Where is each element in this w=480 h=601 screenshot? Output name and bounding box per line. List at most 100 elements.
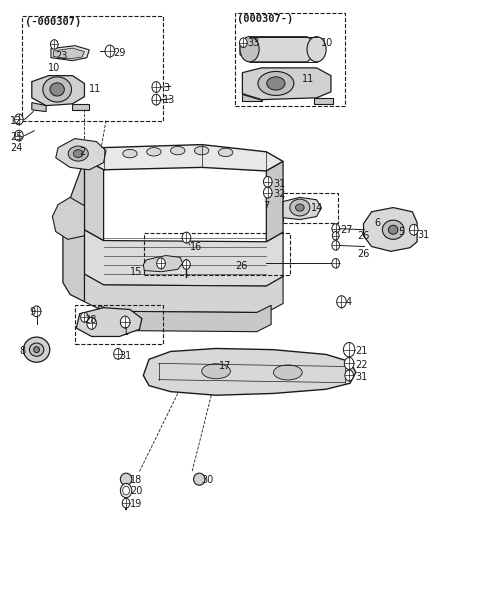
Text: 26: 26: [357, 231, 370, 242]
Text: 1: 1: [123, 327, 129, 337]
Circle shape: [409, 224, 418, 235]
Ellipse shape: [194, 147, 209, 155]
Ellipse shape: [267, 77, 285, 90]
Text: 11: 11: [89, 84, 101, 94]
Bar: [22, 16, 163, 121]
Polygon shape: [76, 308, 142, 337]
Ellipse shape: [24, 337, 50, 362]
Circle shape: [152, 82, 160, 93]
Circle shape: [50, 40, 58, 49]
Circle shape: [345, 370, 353, 381]
Text: 31: 31: [120, 350, 132, 361]
Bar: [235, 13, 345, 106]
Ellipse shape: [383, 220, 404, 239]
Circle shape: [114, 349, 122, 359]
Circle shape: [240, 38, 247, 47]
Text: 10: 10: [48, 63, 60, 73]
Ellipse shape: [258, 72, 294, 96]
Text: 30: 30: [202, 475, 214, 486]
Text: 25: 25: [10, 132, 23, 142]
Text: 2: 2: [80, 147, 86, 157]
Polygon shape: [51, 46, 89, 61]
Text: 19: 19: [130, 499, 142, 510]
Ellipse shape: [34, 347, 39, 353]
Text: 8: 8: [20, 346, 26, 356]
Polygon shape: [84, 230, 283, 286]
Polygon shape: [72, 104, 89, 110]
Circle shape: [120, 483, 132, 498]
Polygon shape: [84, 145, 283, 171]
Circle shape: [87, 317, 96, 329]
Text: 22: 22: [355, 359, 367, 370]
Ellipse shape: [123, 150, 137, 158]
Text: 16: 16: [190, 242, 202, 252]
Circle shape: [332, 240, 339, 250]
Ellipse shape: [307, 37, 326, 62]
Ellipse shape: [274, 365, 302, 380]
Polygon shape: [53, 48, 84, 59]
Circle shape: [343, 343, 355, 357]
Ellipse shape: [68, 146, 88, 161]
Polygon shape: [283, 197, 322, 219]
Polygon shape: [240, 37, 317, 62]
Text: 32: 32: [274, 189, 286, 199]
Circle shape: [14, 114, 23, 125]
Bar: [283, 192, 338, 222]
Ellipse shape: [29, 343, 44, 356]
Text: 24: 24: [10, 142, 23, 153]
Text: 11: 11: [302, 74, 314, 84]
Ellipse shape: [120, 473, 132, 485]
Polygon shape: [314, 98, 333, 104]
Polygon shape: [144, 255, 182, 272]
Text: 4: 4: [345, 297, 351, 307]
Text: 13: 13: [163, 94, 176, 105]
Bar: [144, 233, 290, 275]
Circle shape: [32, 306, 41, 317]
Text: 6: 6: [374, 218, 380, 228]
Text: 27: 27: [340, 225, 353, 236]
Ellipse shape: [240, 37, 259, 62]
Text: 26: 26: [357, 249, 370, 258]
Ellipse shape: [170, 147, 185, 155]
Circle shape: [182, 260, 190, 269]
Circle shape: [336, 296, 346, 308]
Text: 23: 23: [56, 51, 68, 61]
Ellipse shape: [202, 364, 230, 379]
Circle shape: [81, 313, 88, 322]
Text: 21: 21: [355, 346, 367, 356]
Text: 29: 29: [113, 48, 126, 58]
Text: 5: 5: [398, 227, 404, 237]
Ellipse shape: [43, 77, 72, 102]
Polygon shape: [84, 160, 104, 240]
Polygon shape: [32, 76, 84, 106]
Polygon shape: [63, 160, 84, 302]
Circle shape: [182, 232, 191, 243]
Circle shape: [344, 358, 354, 370]
Text: 18: 18: [130, 475, 142, 486]
Text: 10: 10: [322, 38, 334, 47]
Polygon shape: [242, 68, 331, 100]
Ellipse shape: [218, 148, 233, 157]
Ellipse shape: [73, 150, 83, 157]
Circle shape: [157, 258, 165, 269]
Circle shape: [105, 45, 115, 57]
Polygon shape: [84, 274, 283, 313]
Polygon shape: [99, 305, 271, 332]
Polygon shape: [242, 94, 262, 102]
Polygon shape: [144, 349, 356, 395]
Circle shape: [332, 231, 339, 240]
Ellipse shape: [290, 199, 310, 216]
Circle shape: [264, 176, 272, 187]
Text: 3: 3: [163, 83, 169, 93]
Text: 28: 28: [84, 315, 97, 325]
Text: 15: 15: [130, 267, 142, 276]
Circle shape: [264, 187, 272, 198]
Text: 12: 12: [10, 115, 23, 126]
Ellipse shape: [50, 83, 64, 96]
Text: (-000307): (-000307): [24, 17, 81, 27]
Polygon shape: [32, 103, 46, 112]
Text: 7: 7: [263, 201, 269, 211]
Text: 26: 26: [235, 261, 248, 270]
Polygon shape: [52, 197, 84, 239]
Text: (000307-): (000307-): [237, 14, 293, 24]
